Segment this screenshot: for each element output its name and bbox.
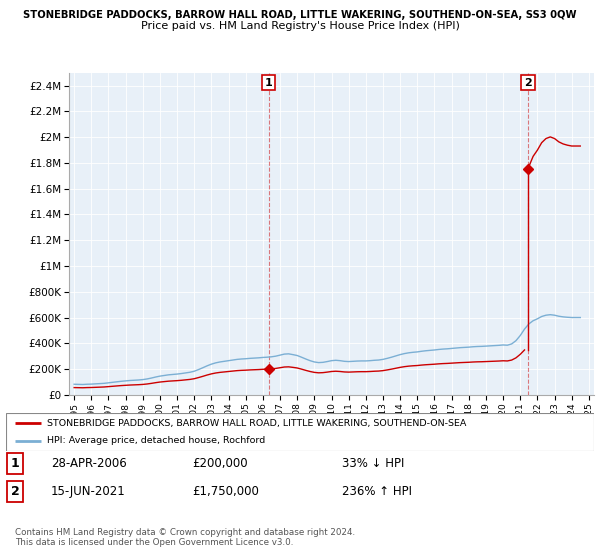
Text: 2: 2: [11, 485, 19, 498]
Text: 1: 1: [265, 78, 272, 87]
Text: 28-APR-2006: 28-APR-2006: [51, 457, 127, 470]
Text: Price paid vs. HM Land Registry's House Price Index (HPI): Price paid vs. HM Land Registry's House …: [140, 21, 460, 31]
Text: Contains HM Land Registry data © Crown copyright and database right 2024.
This d: Contains HM Land Registry data © Crown c…: [15, 528, 355, 547]
Text: HPI: Average price, detached house, Rochford: HPI: Average price, detached house, Roch…: [47, 436, 265, 445]
FancyBboxPatch shape: [6, 413, 594, 451]
Text: STONEBRIDGE PADDOCKS, BARROW HALL ROAD, LITTLE WAKERING, SOUTHEND-ON-SEA: STONEBRIDGE PADDOCKS, BARROW HALL ROAD, …: [47, 418, 467, 427]
Text: 236% ↑ HPI: 236% ↑ HPI: [342, 485, 412, 498]
Text: 2: 2: [524, 78, 532, 87]
Text: 15-JUN-2021: 15-JUN-2021: [51, 485, 126, 498]
Text: £200,000: £200,000: [192, 457, 248, 470]
Text: £1,750,000: £1,750,000: [192, 485, 259, 498]
Text: STONEBRIDGE PADDOCKS, BARROW HALL ROAD, LITTLE WAKERING, SOUTHEND-ON-SEA, SS3 0Q: STONEBRIDGE PADDOCKS, BARROW HALL ROAD, …: [23, 10, 577, 20]
Text: 1: 1: [11, 457, 19, 470]
Text: 33% ↓ HPI: 33% ↓ HPI: [342, 457, 404, 470]
